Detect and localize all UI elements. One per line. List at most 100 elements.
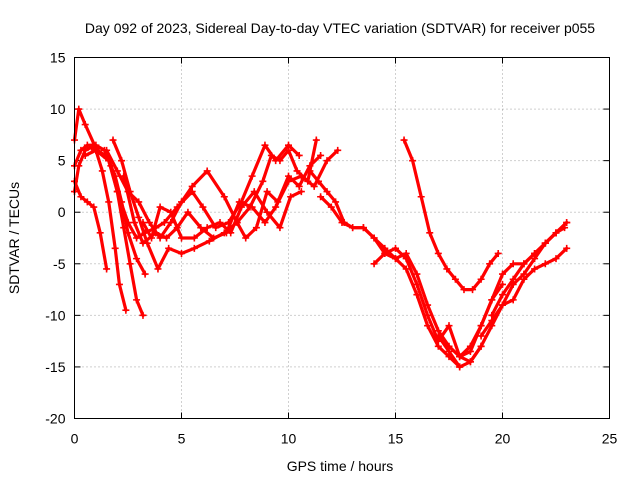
y-tick-label: -10 <box>45 307 65 323</box>
data-point <box>312 136 320 144</box>
data-point <box>306 167 314 175</box>
data-point <box>235 198 243 206</box>
data-point <box>252 224 260 232</box>
x-tick-label: 0 <box>71 431 79 447</box>
data-point <box>317 151 325 159</box>
data-point <box>178 234 185 242</box>
data-point <box>297 188 305 196</box>
data-point <box>83 198 91 206</box>
data-point <box>499 301 506 309</box>
data-point <box>541 239 549 247</box>
data-point <box>77 193 85 201</box>
data-point <box>156 203 164 211</box>
series-trace <box>111 138 318 271</box>
data-point <box>98 167 106 175</box>
series-arc-12 <box>370 244 506 361</box>
x-tick-label: 5 <box>178 431 186 447</box>
data-point <box>424 311 432 319</box>
series-trace <box>490 226 567 317</box>
data-point <box>276 224 284 232</box>
y-tick-label: 0 <box>58 204 66 220</box>
data-point <box>370 260 378 268</box>
data-point <box>456 353 464 361</box>
data-point <box>75 162 83 170</box>
x-tick-label: 15 <box>388 431 404 447</box>
data-point <box>541 260 549 268</box>
data-point <box>499 291 506 299</box>
data-point <box>509 275 517 283</box>
data-point <box>520 275 528 283</box>
data-point <box>190 234 198 242</box>
data-point <box>531 249 539 257</box>
data-point <box>460 286 468 294</box>
data-point <box>531 265 539 273</box>
data-point <box>90 203 98 211</box>
data-point <box>413 270 421 278</box>
data-point <box>520 260 528 268</box>
data-point <box>210 234 218 242</box>
data-point <box>323 157 331 165</box>
x-tick-label: 20 <box>495 431 511 447</box>
data-point <box>103 265 111 273</box>
data-point <box>139 311 147 319</box>
data-point <box>392 244 399 252</box>
data-point <box>400 136 408 144</box>
data-point <box>105 198 113 206</box>
data-point <box>133 255 141 263</box>
series-trace <box>308 169 462 369</box>
data-point <box>477 342 485 350</box>
x-tick-label: 25 <box>602 431 618 447</box>
series-arc-16 <box>477 244 571 340</box>
data-point <box>434 249 442 257</box>
data-point <box>167 219 175 227</box>
data-point <box>509 296 517 304</box>
data-point <box>167 208 175 216</box>
data-point <box>409 157 417 165</box>
data-point <box>103 146 111 154</box>
data-point <box>349 224 357 232</box>
data-point <box>248 172 256 180</box>
x-axis-label: GPS time / hours <box>287 458 394 474</box>
data-point <box>113 167 121 175</box>
series-arc-9 <box>139 188 305 242</box>
data-point <box>499 270 506 278</box>
data-point <box>477 332 485 340</box>
data-point <box>216 219 224 227</box>
series-arc-17 <box>488 224 569 319</box>
data-point <box>139 219 147 227</box>
data-point <box>494 249 502 257</box>
data-point <box>392 255 399 263</box>
data-point <box>469 286 477 294</box>
data-point <box>563 244 571 252</box>
data-point <box>272 203 280 211</box>
data-point <box>317 193 325 201</box>
data-point <box>424 322 432 330</box>
data-point <box>499 280 506 288</box>
data-point <box>509 260 517 268</box>
data-point <box>402 265 410 273</box>
data-point <box>205 237 213 245</box>
tick-labels: 0 5 10 15 20 25 -20 -15 -10 -5 0 5 10 15 <box>45 50 617 447</box>
series-arc-1 <box>71 105 149 278</box>
data-point <box>314 177 322 185</box>
data-point <box>466 358 474 366</box>
data-point <box>261 141 269 149</box>
data-point <box>323 188 331 196</box>
data-point <box>124 219 132 227</box>
data-point <box>295 151 303 159</box>
data-point <box>165 244 173 252</box>
y-tick-label: -20 <box>45 411 65 427</box>
data-point <box>120 172 128 180</box>
data-point <box>402 255 410 263</box>
data-point <box>327 203 335 211</box>
series-trace <box>319 195 483 364</box>
chart-title: Day 092 of 2023, Sidereal Day-to-day VTE… <box>85 20 595 36</box>
data-point <box>250 188 258 196</box>
data-point <box>145 219 153 227</box>
data-point <box>118 157 126 165</box>
data-point <box>293 167 301 175</box>
data-point <box>486 260 494 268</box>
plot-frame <box>74 57 610 419</box>
series-arc-13 <box>400 136 502 294</box>
